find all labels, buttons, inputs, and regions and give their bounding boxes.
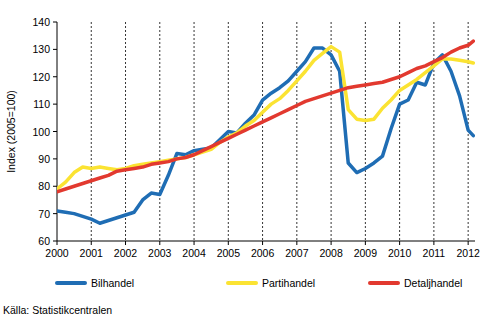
y-tick-label: 90 — [38, 153, 50, 165]
x-tick-label: 2005 — [217, 247, 241, 259]
grid-line — [91, 22, 92, 241]
x-tick-label: 2003 — [148, 247, 172, 259]
grid-line — [194, 22, 195, 241]
grid-line — [262, 22, 263, 241]
tick-mark — [365, 241, 366, 245]
grid-line — [433, 22, 434, 241]
y-tick-label: 80 — [38, 180, 50, 192]
tick-mark — [53, 186, 57, 187]
tick-mark — [194, 241, 195, 245]
x-tick-label: 2001 — [80, 247, 104, 259]
plot-lines — [57, 41, 473, 223]
tick-mark — [125, 241, 126, 245]
tick-mark — [399, 241, 400, 245]
x-tick-label: 2011 — [423, 247, 446, 259]
tick-mark — [53, 104, 57, 105]
legend-label: Bilhandel — [91, 277, 134, 289]
grid-line — [125, 22, 126, 241]
tick-mark — [159, 241, 160, 245]
y-tick-label: 100 — [32, 126, 50, 138]
tick-mark — [53, 22, 57, 23]
y-axis — [57, 22, 58, 241]
source-note: Källa: Statistikcentralen — [3, 304, 112, 316]
y-tick-label: 120 — [32, 71, 50, 83]
tick-mark — [296, 241, 297, 245]
x-tick-label: 2009 — [354, 247, 378, 259]
x-tick-label: 2010 — [388, 247, 412, 259]
y-axis-label: Index (2005=100) — [5, 90, 17, 173]
y-tick-label: 140 — [32, 16, 50, 28]
y-tick-label: 130 — [32, 43, 50, 55]
y-tick-label: 110 — [33, 98, 50, 110]
tick-mark — [53, 241, 57, 242]
x-axis — [57, 241, 475, 242]
x-tick-label: 2000 — [45, 247, 69, 259]
x-tick-label: 2004 — [182, 247, 206, 259]
x-tick-label: 2012 — [456, 247, 480, 259]
tick-mark — [331, 241, 332, 245]
tick-mark — [53, 213, 57, 214]
tick-mark — [53, 76, 57, 77]
legend-swatch — [370, 281, 398, 285]
legend-swatch — [57, 281, 85, 285]
grid-line — [296, 22, 297, 241]
legend-swatch — [228, 281, 256, 285]
legend-label: Detaljhandel — [404, 277, 462, 289]
series-line — [57, 41, 473, 192]
tick-mark — [433, 241, 434, 245]
tick-mark — [468, 241, 469, 245]
series-line — [57, 47, 473, 189]
x-tick-label: 2007 — [285, 247, 309, 259]
grid-line — [159, 22, 160, 241]
tick-mark — [228, 241, 229, 245]
y-tick-label: 60 — [38, 235, 50, 247]
x-tick-label: 2002 — [114, 247, 138, 259]
tick-mark — [53, 49, 57, 50]
x-tick-label: 2008 — [319, 247, 343, 259]
tick-mark — [262, 241, 263, 245]
tick-mark — [53, 131, 57, 132]
chart: 2000 2001 2002 2003 2004 2005 2006 2007 2008 2009… — [0, 0, 491, 323]
grid-line — [365, 22, 366, 241]
grid-line — [399, 22, 400, 241]
y-tick-label: 70 — [38, 208, 50, 220]
series-line — [57, 48, 473, 223]
tick-mark — [57, 241, 58, 245]
legend-label: Partihandel — [262, 277, 315, 289]
tick-mark — [53, 158, 57, 159]
x-tick-label: 2006 — [251, 247, 275, 259]
tick-mark — [91, 241, 92, 245]
